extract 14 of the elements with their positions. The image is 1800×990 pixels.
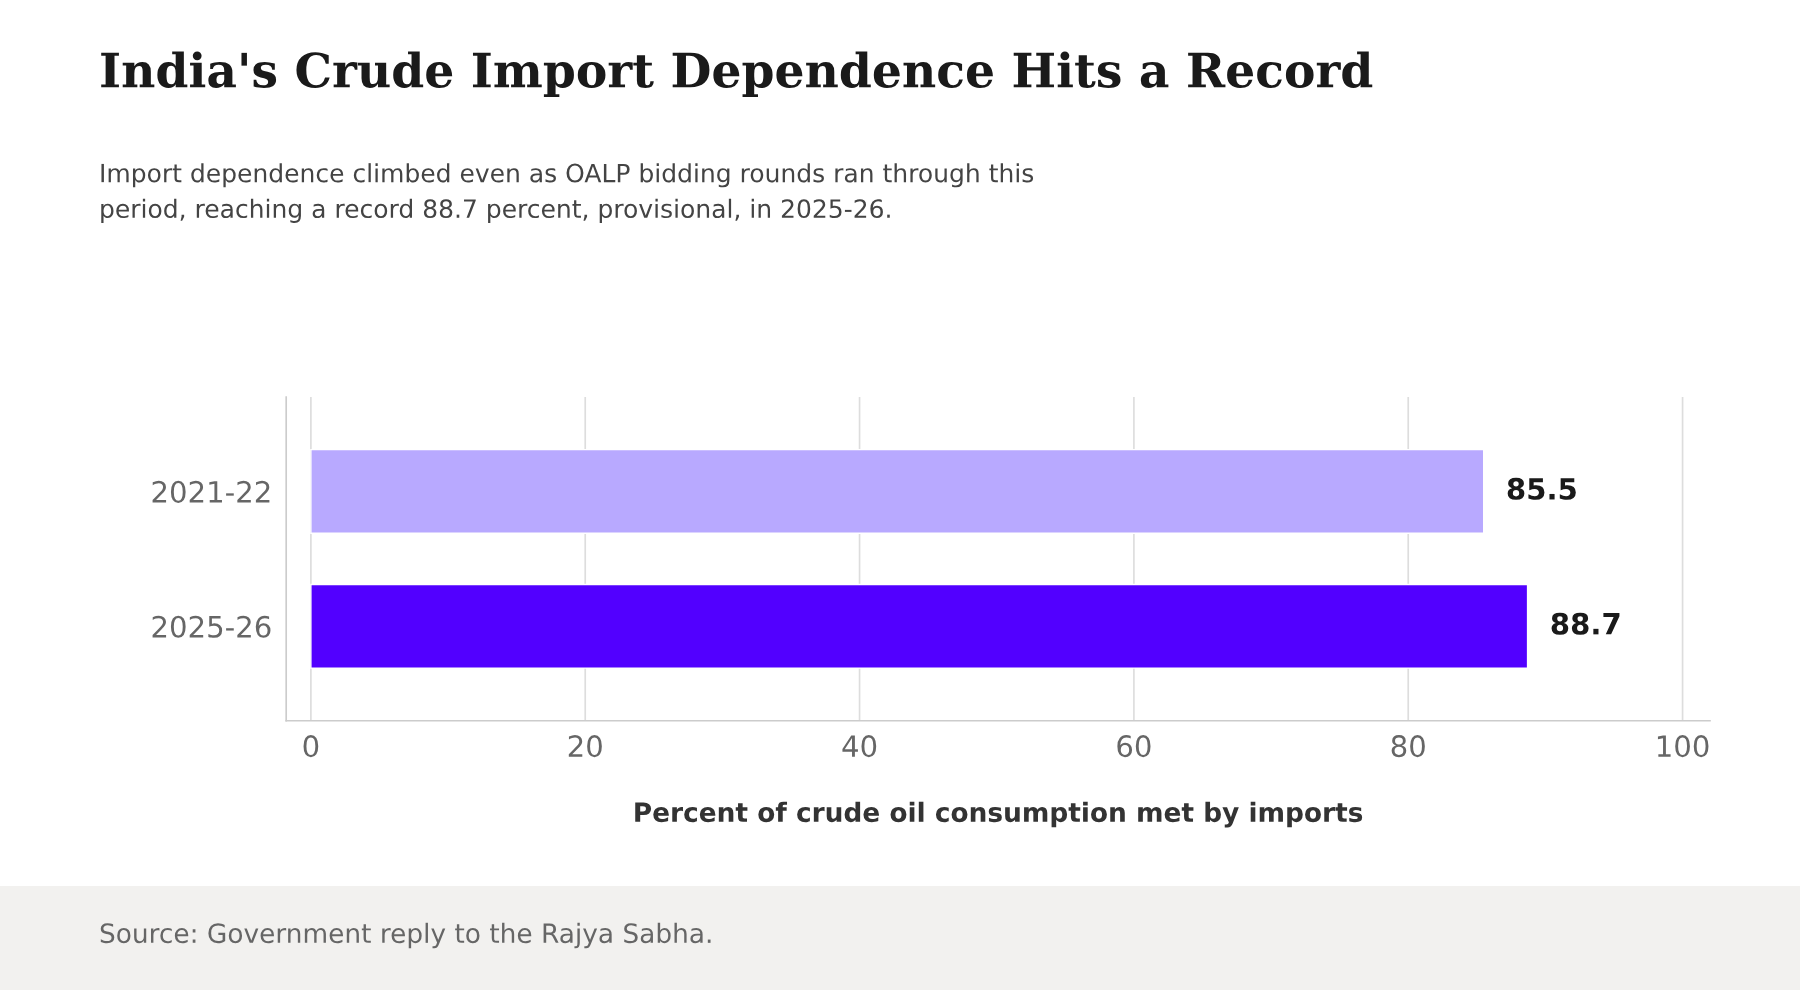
y-tick-label: 2021-22 — [152, 480, 270, 503]
chart-subtitle: Import dependence climbed even as OALP bidding rounds ran through this period, reaching a record 88.7 percent, provisional, in 2025-26. — [101, 163, 1034, 223]
source-note: Source: Government reply to the Rajya Sabha. — [100, 922, 711, 949]
x-tick-label: 0 — [303, 735, 319, 758]
data-label: 85.5 — [1507, 477, 1576, 500]
x-tick-label: 40 — [842, 735, 877, 758]
chart-title: India's Crude Import Dependence Hits a Record — [101, 51, 1373, 98]
x-tick-label: 80 — [1391, 735, 1425, 758]
x-tick-label: 20 — [568, 735, 602, 758]
x-tick-label: 100 — [1657, 735, 1709, 758]
x-axis-title: Percent of crude oil consumption met by imports — [635, 801, 1363, 828]
data-label: 88.7 — [1551, 612, 1620, 635]
x-tick-label: 60 — [1117, 735, 1151, 758]
y-tick-label: 2025-26 — [152, 615, 271, 638]
